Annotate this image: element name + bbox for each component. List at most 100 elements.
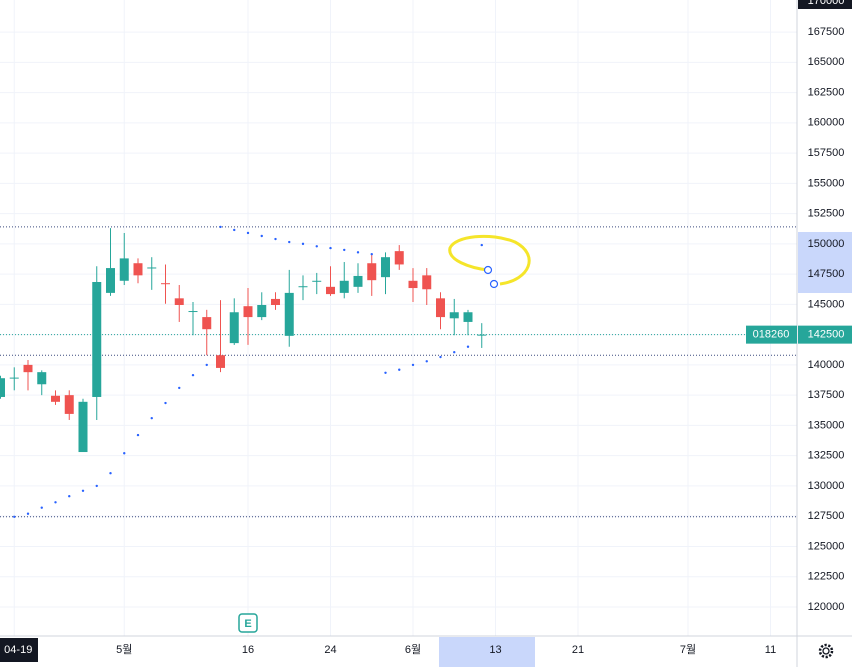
- y-tick-label: 162500: [808, 86, 845, 98]
- candle-body: [9, 377, 19, 379]
- y-tick-label: 145000: [808, 298, 845, 310]
- annotation-handle[interactable]: [483, 265, 493, 275]
- x-tick-label: 11: [765, 644, 776, 656]
- candle-body: [284, 292, 294, 336]
- sar-dot: [40, 506, 43, 509]
- sar-dot: [398, 368, 401, 371]
- sar-dot: [205, 363, 208, 367]
- time-highlight: [439, 637, 535, 667]
- sar-dot: [26, 512, 30, 515]
- sar-dot: [425, 360, 428, 363]
- last-price-box: [798, 325, 852, 344]
- sar-dot: [136, 433, 140, 437]
- candle-body: [394, 251, 404, 265]
- grid: [0, 0, 797, 636]
- y-tick-label: 152500: [808, 208, 845, 220]
- sar-dot: [260, 234, 263, 238]
- crosshair-price: 170000: [808, 0, 845, 7]
- sar-dot: [164, 401, 167, 405]
- sar-dot: [13, 515, 16, 518]
- candle-body: [37, 372, 47, 385]
- candle-body: [367, 263, 377, 281]
- x-tick-label: 6월: [405, 643, 421, 656]
- sar-dot: [109, 472, 112, 475]
- y-tick-label: 147500: [808, 268, 845, 280]
- x-tick-label: 24: [324, 644, 336, 656]
- x-tick-label: 16: [242, 644, 254, 656]
- y-tick-label: 150000: [808, 238, 845, 250]
- sar-dot: [288, 240, 291, 244]
- settings-icon[interactable]: [818, 643, 834, 659]
- symbol-label: 018260: [753, 329, 790, 341]
- sar-dot: [466, 345, 470, 348]
- candle-body: [463, 312, 473, 322]
- candle-body: [229, 312, 239, 344]
- sar-dot: [301, 242, 305, 246]
- y-tick-label: 122500: [808, 571, 845, 583]
- sar-dot: [68, 495, 71, 498]
- candle-body: [78, 401, 88, 453]
- candle-body: [92, 281, 102, 397]
- earnings-marker[interactable]: [238, 613, 258, 633]
- candle-body: [271, 298, 280, 305]
- last-price-label: 142500: [808, 329, 845, 341]
- candle-body: [312, 280, 322, 282]
- sar-dot: [95, 484, 98, 488]
- y-tick-label: 137500: [808, 389, 845, 401]
- candle-body: [449, 312, 459, 319]
- y-tick-label: 132500: [808, 450, 845, 462]
- y-tick-label: 140000: [808, 359, 845, 371]
- candle-body: [326, 286, 335, 295]
- y-tick-label: 160000: [808, 117, 845, 129]
- sar-dot: [219, 225, 222, 229]
- x-tick-label: 13: [489, 644, 501, 656]
- x-tick-label: 04-19: [4, 644, 32, 656]
- candle-body: [257, 304, 267, 318]
- candle-body: [422, 275, 432, 290]
- sar-dot: [343, 248, 346, 252]
- candle-body: [147, 267, 157, 269]
- sar-dot: [246, 231, 250, 235]
- earnings-marker-label: E: [244, 618, 251, 630]
- candle-body: [353, 275, 363, 287]
- sar-dot: [150, 416, 153, 420]
- marks: [0, 225, 797, 518]
- sar-dot: [453, 350, 456, 354]
- sar-dot: [123, 452, 126, 455]
- y-tick-label: 120000: [808, 601, 845, 613]
- annotation-ellipse[interactable]: [448, 234, 531, 286]
- sar-dot: [81, 489, 85, 492]
- x-tick-label: 21: [572, 644, 584, 656]
- y-tick-label: 135000: [808, 419, 845, 431]
- sar-dot: [356, 251, 360, 254]
- candle-body: [64, 395, 74, 414]
- candle-body: [216, 355, 225, 368]
- candle-body: [0, 378, 5, 397]
- x-tick-label: 5월: [116, 643, 132, 656]
- crosshair-date-box: [0, 638, 38, 662]
- candle-body: [51, 395, 60, 402]
- sar-dot: [439, 355, 442, 359]
- candle-body: [408, 280, 418, 289]
- candle-body: [161, 283, 170, 285]
- candle-body: [381, 257, 390, 278]
- sar-dot: [384, 371, 387, 374]
- y-tick-label: 130000: [808, 480, 845, 492]
- sar-dot: [370, 252, 373, 256]
- annotation-handle[interactable]: [489, 279, 499, 289]
- y-tick-label: 155000: [808, 177, 845, 189]
- candle-body: [243, 306, 253, 318]
- y-tick-label: 127500: [808, 510, 845, 522]
- price-highlight: [798, 232, 852, 293]
- sar-dot: [411, 363, 415, 367]
- candle-body: [133, 263, 143, 276]
- candle-body: [23, 364, 33, 373]
- sar-dot: [274, 237, 277, 241]
- y-tick-label: 157500: [808, 147, 845, 159]
- candle-body: [339, 280, 349, 293]
- sar-dot: [315, 245, 318, 248]
- x-tick-label: 7월: [680, 643, 696, 656]
- crosshair-price-box: [798, 0, 852, 9]
